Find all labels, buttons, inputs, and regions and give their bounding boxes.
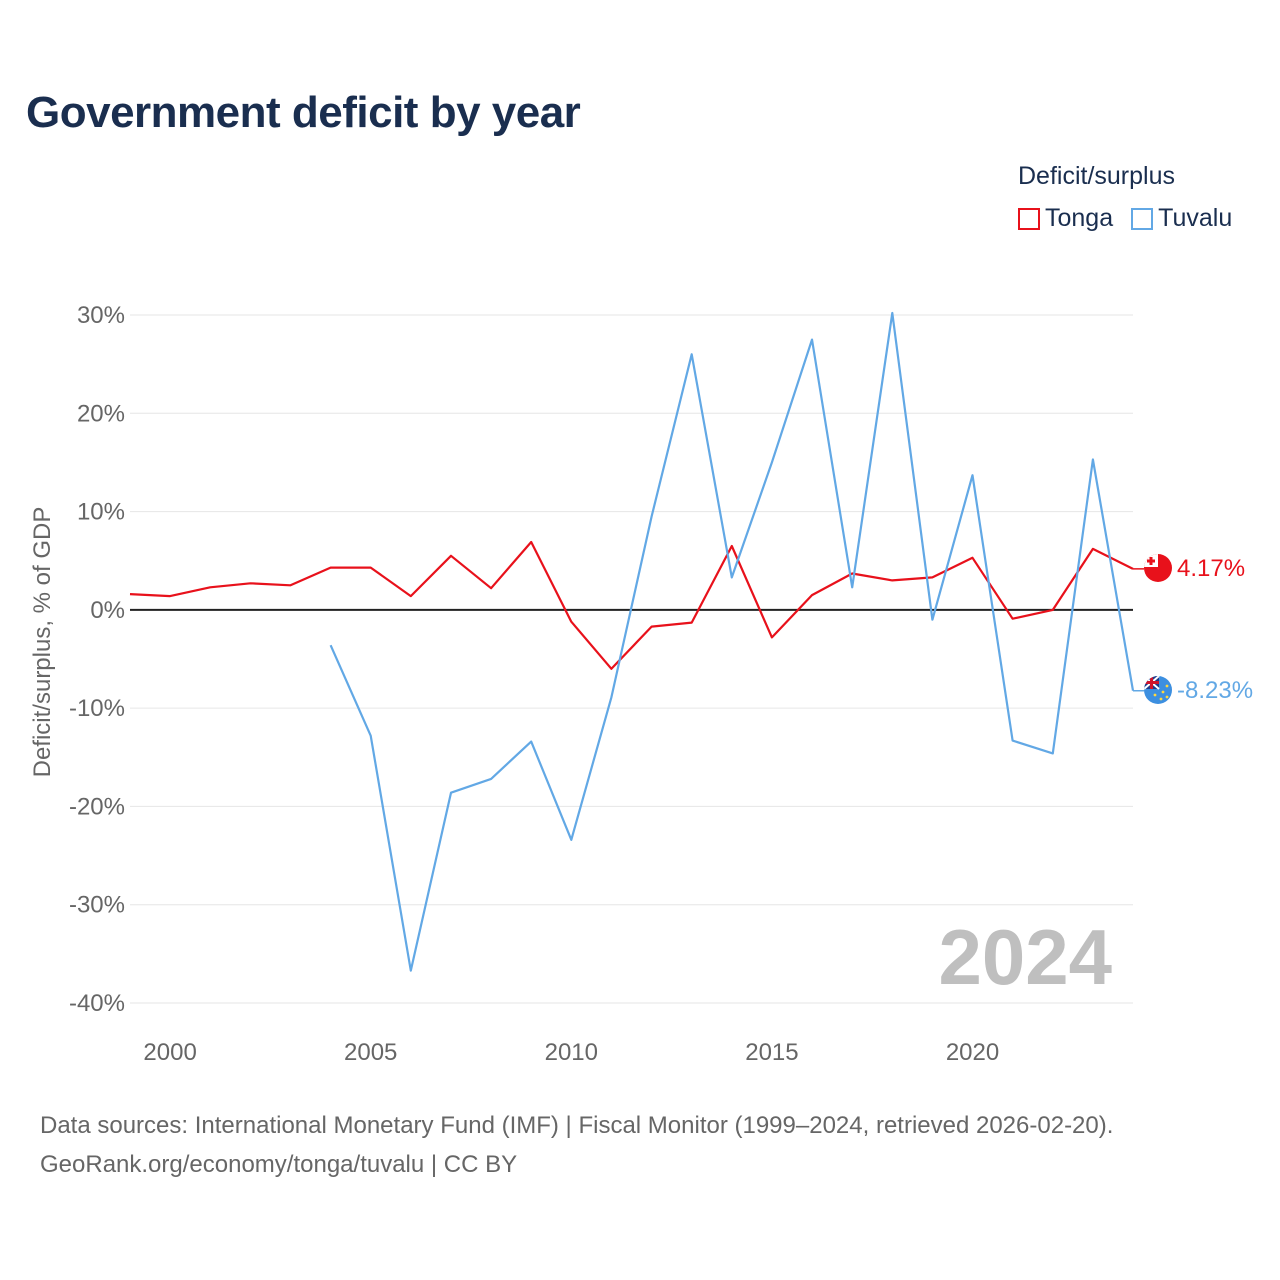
- legend-item-tonga[interactable]: Tonga: [1018, 204, 1113, 233]
- x-tick-label: 2005: [344, 1039, 397, 1066]
- tuvalu-flag-icon: [1144, 676, 1172, 704]
- legend-title: Deficit/surplus: [1018, 162, 1175, 190]
- y-tick-label: 30%: [77, 302, 125, 329]
- series-line-tonga[interactable]: [129, 540, 1134, 670]
- series-line-tuvalu[interactable]: [329, 311, 1135, 972]
- y-axis-label: Deficit/surplus, % of GDP: [29, 507, 56, 778]
- x-tick-label: 2020: [946, 1039, 999, 1066]
- y-tick-label: -30%: [69, 892, 125, 919]
- y-tick-label: 10%: [77, 499, 125, 526]
- y-tick-label: 0%: [90, 597, 125, 624]
- legend-swatch-tuvalu: [1131, 207, 1154, 230]
- sources-line-1: Data sources: International Monetary Fun…: [40, 1112, 1114, 1139]
- y-tick-label: -20%: [69, 793, 125, 820]
- x-tick-label: 2010: [545, 1039, 598, 1066]
- y-tick-label: 20%: [77, 400, 125, 427]
- tonga-end-value: 4.17%: [1177, 555, 1245, 582]
- sources-line-2[interactable]: GeoRank.org/economy/tonga/tuvalu | CC BY: [40, 1151, 518, 1178]
- legend-label-tuvalu: Tuvalu: [1158, 204, 1233, 232]
- tuvalu-end-value: -8.23%: [1177, 677, 1253, 704]
- legend: Tonga Tuvalu: [1018, 204, 1250, 233]
- tonga-flag-icon: [1144, 554, 1172, 582]
- year-watermark: 2024: [938, 913, 1112, 1001]
- line-chart: 30% 20% 10% 0% -10% -20% -30% -40% 2000 2005 2010…: [29, 302, 1253, 1066]
- legend-label-tonga: Tonga: [1045, 204, 1114, 232]
- y-tick-label: -10%: [69, 695, 125, 722]
- chart-title: Government deficit by year: [26, 88, 581, 137]
- x-tick-label: 2000: [143, 1039, 196, 1066]
- legend-swatch-tonga: [1018, 207, 1040, 230]
- y-tick-label: -40%: [69, 990, 125, 1017]
- x-tick-label: 2015: [745, 1039, 798, 1066]
- legend-item-tuvalu[interactable]: Tuvalu: [1131, 204, 1232, 233]
- data-sources: Data sources: International Monetary Fun…: [40, 1106, 1113, 1184]
